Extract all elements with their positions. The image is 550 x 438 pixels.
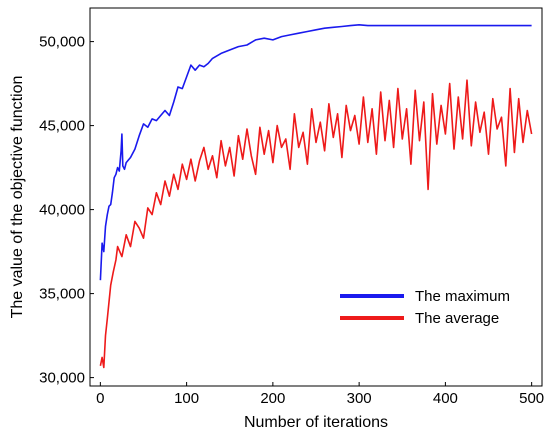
y-tick-label: 40,000: [39, 202, 85, 219]
y-axis-ticks: 30,000 35,000 40,000 45,000 50,000: [39, 34, 94, 387]
y-tick-label: 30,000: [39, 370, 85, 387]
x-tick-label: 100: [174, 390, 199, 407]
x-axis-ticks: 0 100 200 300 400 500: [96, 382, 544, 407]
series-layer: [99, 23, 533, 369]
legend-label-maximum: The maximum: [415, 288, 510, 305]
x-tick-label: 300: [347, 390, 372, 407]
x-axis-title: Number of iterations: [244, 414, 388, 431]
legend-label-average: The average: [415, 310, 499, 327]
legend: The maximum The average: [340, 288, 510, 327]
x-tick-label: 500: [519, 390, 544, 407]
y-axis-title: The value of the objective function: [9, 76, 26, 319]
y-tick-label: 50,000: [39, 34, 85, 51]
x-tick-label: 0: [96, 390, 104, 407]
y-tick-label: 35,000: [39, 286, 85, 303]
x-tick-label: 400: [433, 390, 458, 407]
plot-area: [89, 7, 543, 387]
series-line-average: [99, 79, 533, 369]
series-line-maximum: [99, 23, 532, 281]
x-tick-label: 200: [260, 390, 285, 407]
y-tick-label: 45,000: [39, 118, 85, 135]
